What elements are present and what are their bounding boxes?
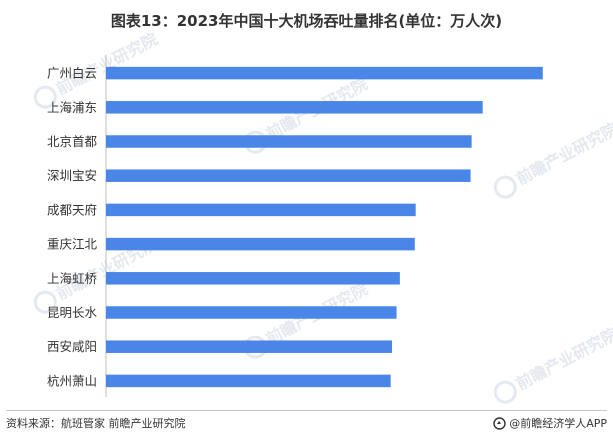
watermark-logo-icon <box>33 85 57 109</box>
category-label: 深圳宝安 <box>47 168 97 183</box>
source-note: 资料来源：航班管家 前瞻产业研究院 <box>6 417 186 430</box>
watermark-logo-icon <box>493 380 517 404</box>
credit: @前瞻经济学人APP <box>493 415 607 431</box>
logo-icon <box>493 416 506 430</box>
watermark-text: 前瞻产业研究院 <box>53 29 161 98</box>
watermark-logo-icon <box>493 175 517 199</box>
watermark-logo-icon <box>33 290 57 314</box>
bar-7 <box>106 272 400 285</box>
category-label: 广州白云 <box>47 66 97 81</box>
bar-5 <box>106 203 416 217</box>
category-label: 西安咸阳 <box>47 339 97 354</box>
bar-2 <box>106 101 483 114</box>
bar-4 <box>106 169 471 182</box>
category-label: 上海浦东 <box>47 100 97 115</box>
bar-9 <box>106 340 393 353</box>
category-label: 上海虹桥 <box>47 271 98 286</box>
bar-8 <box>106 306 397 319</box>
footer: 资料来源：航班管家 前瞻产业研究院 @前瞻经济学人APP <box>6 410 607 431</box>
watermark-text: 前瞻产业研究院 <box>513 324 613 393</box>
bar-3 <box>106 135 472 148</box>
watermark: 前瞻产业研究院 <box>493 119 613 199</box>
category-label: 杭州萧山 <box>47 373 97 388</box>
category-label: 昆明长水 <box>47 305 98 320</box>
credit-text: @前瞻经济学人APP <box>509 417 607 430</box>
watermark-text: 前瞻产业研究院 <box>513 119 613 188</box>
bar-1 <box>106 66 543 80</box>
watermark: 前瞻产业研究院 <box>493 324 613 404</box>
bar-10 <box>106 374 391 388</box>
category-label: 北京首都 <box>47 134 98 149</box>
bar-6 <box>106 237 415 251</box>
category-label: 重庆江北 <box>47 237 98 252</box>
category-label: 成都天府 <box>47 202 97 217</box>
chart-title: 图表13：2023年中国十大机场吞吐量排名(单位：万人次) <box>110 12 503 30</box>
